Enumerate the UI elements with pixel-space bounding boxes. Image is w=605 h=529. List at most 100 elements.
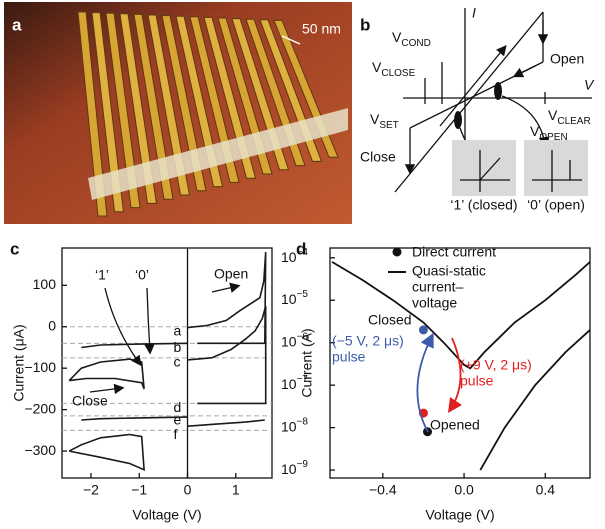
data-point: [418, 325, 428, 335]
annotation: ‘0’: [135, 267, 149, 283]
x-tick-label: 0.4: [536, 482, 556, 498]
x-tick-label: 0.0: [454, 482, 474, 498]
panel-label: a: [12, 15, 22, 34]
iv-curve: [187, 419, 265, 427]
subscript: OPEN: [539, 132, 567, 143]
iv-curve: [81, 416, 188, 421]
nanowire: [77, 11, 108, 217]
y-tick-label: −100: [24, 359, 56, 375]
tick-base: 10: [281, 418, 297, 434]
tick-exponent: −4: [297, 246, 309, 257]
voltage-label: VCLEAR: [548, 107, 591, 127]
tick-exponent: −9: [297, 459, 309, 470]
inset-sketch: [532, 150, 582, 192]
reference-label: b: [174, 339, 182, 355]
reference-label: c: [174, 354, 181, 370]
x-tick-label: 0: [184, 482, 192, 498]
arrow: [439, 44, 507, 127]
y-axis-label: Current (A): [299, 328, 315, 397]
tick-exponent: −8: [297, 416, 309, 427]
panel-label: d: [296, 239, 306, 258]
inset-label: ‘0’ (open): [527, 197, 585, 213]
iv-curve: [68, 358, 145, 390]
inset-sketch: [460, 150, 510, 192]
reference-label: d: [174, 399, 182, 415]
tick-base: 10: [281, 291, 297, 307]
arrow: [501, 95, 550, 148]
subscript: COND: [401, 38, 430, 49]
tick-exponent: −6: [297, 331, 309, 342]
x-tick-label: −1: [131, 482, 147, 498]
subscript: CLEAR: [557, 116, 590, 127]
x-tick-label: −0.4: [369, 482, 397, 498]
axis-label: I: [472, 5, 476, 21]
legend-marker: [392, 247, 402, 257]
inset-label: ‘1’ (closed): [450, 197, 517, 213]
pulse-arrow: [448, 337, 462, 413]
annotation: pulse: [332, 349, 366, 365]
inset: [524, 140, 588, 196]
nanowire: [133, 13, 174, 200]
subscript: SET: [379, 120, 398, 131]
voltage-label: VCLOSE: [372, 59, 416, 79]
y-tick-label: 0: [48, 317, 56, 333]
legend-entry: current–: [412, 279, 464, 295]
annotation: Close: [72, 393, 108, 409]
arrow: [144, 287, 155, 355]
y-tick-label: 10−6: [281, 331, 308, 349]
voltage-label: VSET: [370, 111, 399, 131]
state-marker: [494, 82, 502, 100]
y-tick-label: 10−5: [281, 289, 308, 307]
iv-curve: [187, 252, 267, 345]
symbol: V: [530, 123, 540, 139]
axis-label: V: [584, 77, 595, 93]
arrow: [104, 287, 142, 367]
inset: [452, 140, 516, 196]
symbol: V: [392, 29, 402, 45]
state-marker: [454, 111, 462, 129]
annotation: Opened: [430, 417, 480, 433]
tick-exponent: −5: [297, 289, 309, 300]
symbol: V: [372, 59, 382, 75]
legend-entry: Quasi-static: [412, 263, 486, 279]
reference-label: f: [174, 426, 178, 442]
x-tick-label: −2: [83, 482, 99, 498]
nanowire: [175, 15, 224, 188]
annotation: Open: [214, 266, 248, 282]
tick-exponent: −7: [297, 374, 309, 385]
tick-base: 10: [281, 333, 297, 349]
x-axis-label: Voltage (V): [425, 507, 494, 523]
label: Open: [550, 51, 584, 67]
arrow: [89, 383, 125, 395]
cross-wire: [88, 108, 348, 200]
panel-label: c: [10, 239, 19, 258]
annotation: (+9 V, 2 μs): [460, 357, 532, 373]
panel-label: b: [360, 15, 370, 34]
reference-label: e: [174, 412, 182, 428]
nanowire: [161, 15, 207, 192]
nanowire: [105, 12, 141, 209]
voltage-label: VCOND: [392, 29, 431, 49]
tick-base: 10: [281, 461, 297, 477]
label: Close: [360, 149, 396, 165]
y-tick-label: 10−7: [281, 374, 308, 392]
scale-label: 50 nm: [302, 21, 341, 37]
pulse-arrow: [416, 332, 434, 433]
iv-curve: [331, 261, 591, 471]
tick-base: 10: [281, 376, 297, 392]
arrow: [211, 282, 241, 293]
subscript: CLOSE: [381, 68, 415, 79]
y-tick-label: 10−8: [281, 416, 308, 434]
iv-curve: [81, 342, 188, 349]
x-tick-label: 1: [232, 482, 240, 498]
legend-entry: voltage: [412, 295, 457, 311]
voltage-label: VOPEN: [530, 123, 568, 143]
y-axis-label: Current (μA): [11, 324, 27, 401]
annotation: Closed: [368, 312, 412, 328]
arrow: [512, 65, 536, 78]
nanowire: [147, 14, 191, 196]
annotation: ‘1’: [95, 267, 109, 283]
reference-label: a: [174, 322, 182, 338]
symbol: V: [548, 107, 558, 123]
